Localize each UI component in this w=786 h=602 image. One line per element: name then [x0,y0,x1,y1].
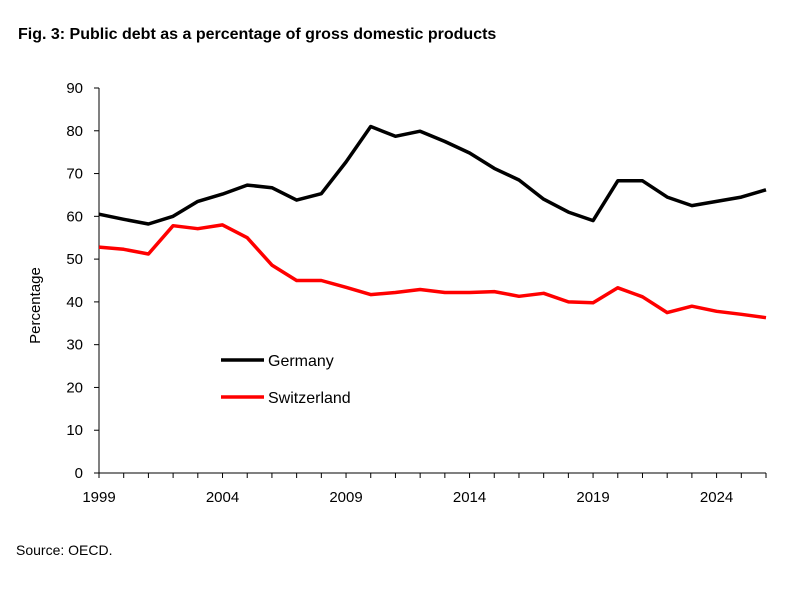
x-tick-label: 2009 [329,489,362,506]
axes: 0 10 20 30 40 50 60 70 80 90 1999 2004 2009 2014 2019 2… [27,80,767,506]
chart-title: Fig. 3: Public debt as a percentage of g… [18,26,497,43]
y-tick-label: 80 [66,123,83,140]
x-tick-label: 2019 [576,489,609,506]
y-tick-label: 0 [75,465,83,482]
y-tick-label: 50 [66,251,83,268]
y-tick-label: 70 [66,166,83,183]
legend: Germany Switzerland [221,353,351,407]
series-line-germany [98,124,767,226]
y-tick-label: 20 [66,379,83,396]
series-line-switzerland [98,223,767,320]
y-tick-label: 90 [66,80,83,97]
legend-label-germany: Germany [268,353,334,370]
y-tick-label: 40 [66,294,83,311]
x-tick-label: 2024 [700,489,733,506]
y-tick-label: 30 [66,337,83,354]
y-axis-label: Percentage [27,267,44,344]
x-tick-label: 2004 [206,489,239,506]
source-note: Source: OECD. [16,542,113,558]
y-tick-label: 60 [66,208,83,225]
legend-label-switzerland: Switzerland [268,390,351,407]
x-tick-label: 1999 [82,489,115,506]
series-lines [98,124,767,320]
y-tick-label: 10 [66,422,83,439]
x-tick-label: 2014 [453,489,486,506]
